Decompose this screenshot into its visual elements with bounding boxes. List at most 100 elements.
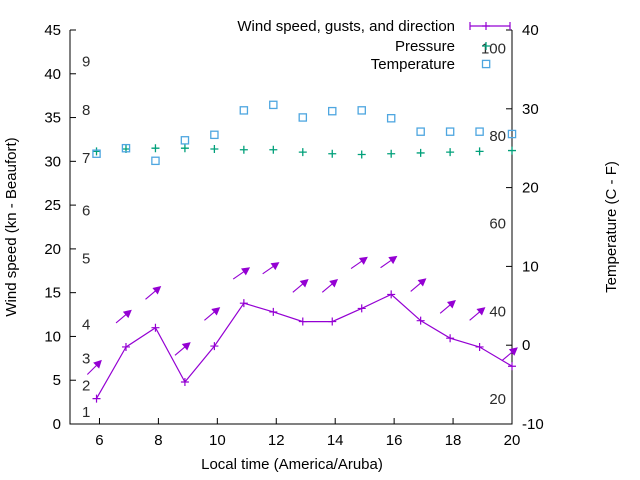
y2-tick-label: 0 [522,337,530,354]
wind-direction-arrow [122,309,132,319]
wind-speed-point [180,377,189,386]
wind-arrow-tail [174,346,186,356]
wind-speed-point [508,362,516,371]
fahrenheit-label: 60 [489,215,506,232]
legend-square-marker [481,59,491,69]
x-tick-label: 20 [504,432,521,449]
wind-speed-point [357,304,366,313]
wind-speed-point [387,290,396,299]
pressure-point [151,144,160,153]
y-tick-label: 10 [44,328,61,345]
wind-direction-arrow [388,255,398,265]
x-tick-label: 8 [154,432,162,449]
temperature-point [445,127,455,136]
beaufort-label: 7 [82,150,90,167]
wind-direction-arrow [152,286,162,295]
wind-arrow-tail [410,282,422,292]
wind-speed-point [446,334,455,343]
wind-direction-arrow [358,256,368,265]
beaufort-label: 1 [82,404,90,421]
wind-speed-point [298,317,307,326]
wind-arrow-tail [145,290,156,300]
wind-direction-arrow [211,307,221,316]
beaufort-inner-scale: 1 2 3 4 5 6 7 8 9 [82,54,90,421]
temperature-point [151,156,160,166]
wind-direction-arrow [417,278,427,287]
wind-arrow-tail [204,311,215,321]
beaufort-label: 8 [82,102,90,119]
beaufort-label: 4 [82,316,90,333]
y-tick-label: 20 [44,241,61,258]
x-tick-label: 16 [386,432,403,449]
pressure-point [357,150,366,159]
wind-direction-arrow [446,300,456,309]
pressure-point [92,147,101,156]
y2-tick-label: -10 [522,416,544,433]
temperature-point [298,113,308,122]
y2-tick-label: 30 [522,101,539,118]
wind-direction-arrow [241,267,251,276]
beaufort-label: 2 [82,378,90,395]
wind-arrow-tail [380,259,392,269]
pressure-point [210,144,219,153]
wind-speed-point [475,342,484,351]
y-tick-label: 40 [44,66,61,83]
y-tick-label: 5 [53,372,61,389]
y2-axis-title: Temperature (C - F) [603,161,620,293]
wind-direction-arrow [270,262,280,271]
x-axis-ticks: 6 8 10 12 14 16 18 20 [95,418,520,449]
wind-speed-point [151,323,160,332]
axis-frame [69,30,513,425]
wind-arrow-tail [350,260,363,270]
temperature-point [386,114,396,123]
wind-speed-point [92,394,101,403]
legend-label: Pressure [395,38,455,55]
x-tick-label: 14 [327,432,344,449]
y-tick-label: 25 [44,197,61,214]
legend-plus-marker [482,42,490,50]
wind-arrow-tail [501,351,513,361]
y2-axis-ticks: -10 0 10 20 30 40 [506,22,544,433]
fahrenheit-label: 40 [489,304,506,321]
wind-arrow-tail [469,311,480,321]
x-tick-label: 18 [445,432,462,449]
y2-tick-label: 40 [522,22,539,39]
series-wind-speed [92,290,516,403]
y-axis-ticks: 0 5 10 15 20 25 30 35 40 45 [44,22,76,433]
fahrenheit-label: 80 [489,128,506,145]
wind-speed-point [269,307,278,316]
legend-line-marker [469,22,511,30]
y2-tick-label: 10 [522,258,539,275]
y-tick-label: 45 [44,22,61,39]
wind-speed-point [328,317,337,326]
pressure-point [269,145,278,154]
wind-direction-arrow [476,307,486,316]
pressure-point [180,144,189,153]
temperature-point [507,129,517,139]
legend-label: Temperature [371,56,455,73]
y-tick-label: 35 [44,110,61,127]
fahrenheit-label: 20 [489,391,506,408]
temperature-point [180,136,190,145]
temperature-point [239,106,249,115]
temperature-point [121,143,131,153]
legend-label: Wind speed, gusts, and direction [237,18,455,35]
beaufort-label: 9 [82,54,90,71]
pressure-point [416,148,425,157]
series-temperature [92,100,517,166]
fahrenheit-inner-scale: 20 40 60 80 100 [481,40,506,408]
wind-arrow-tail [86,364,97,375]
temperature-point [269,100,278,110]
wind-arrow-tail [321,283,333,293]
series-pressure [92,144,516,159]
y2-tick-label: 20 [522,180,539,197]
y-tick-label: 15 [44,285,61,302]
wind-direction-arrows [86,255,518,375]
x-tick-label: 6 [95,432,103,449]
wind-direction-arrow [299,279,309,288]
y-axis-title: Wind speed (kn - Beaufort) [3,137,20,316]
x-tick-label: 12 [268,432,285,449]
wind-speed-point [416,316,425,325]
temperature-point [416,127,425,136]
